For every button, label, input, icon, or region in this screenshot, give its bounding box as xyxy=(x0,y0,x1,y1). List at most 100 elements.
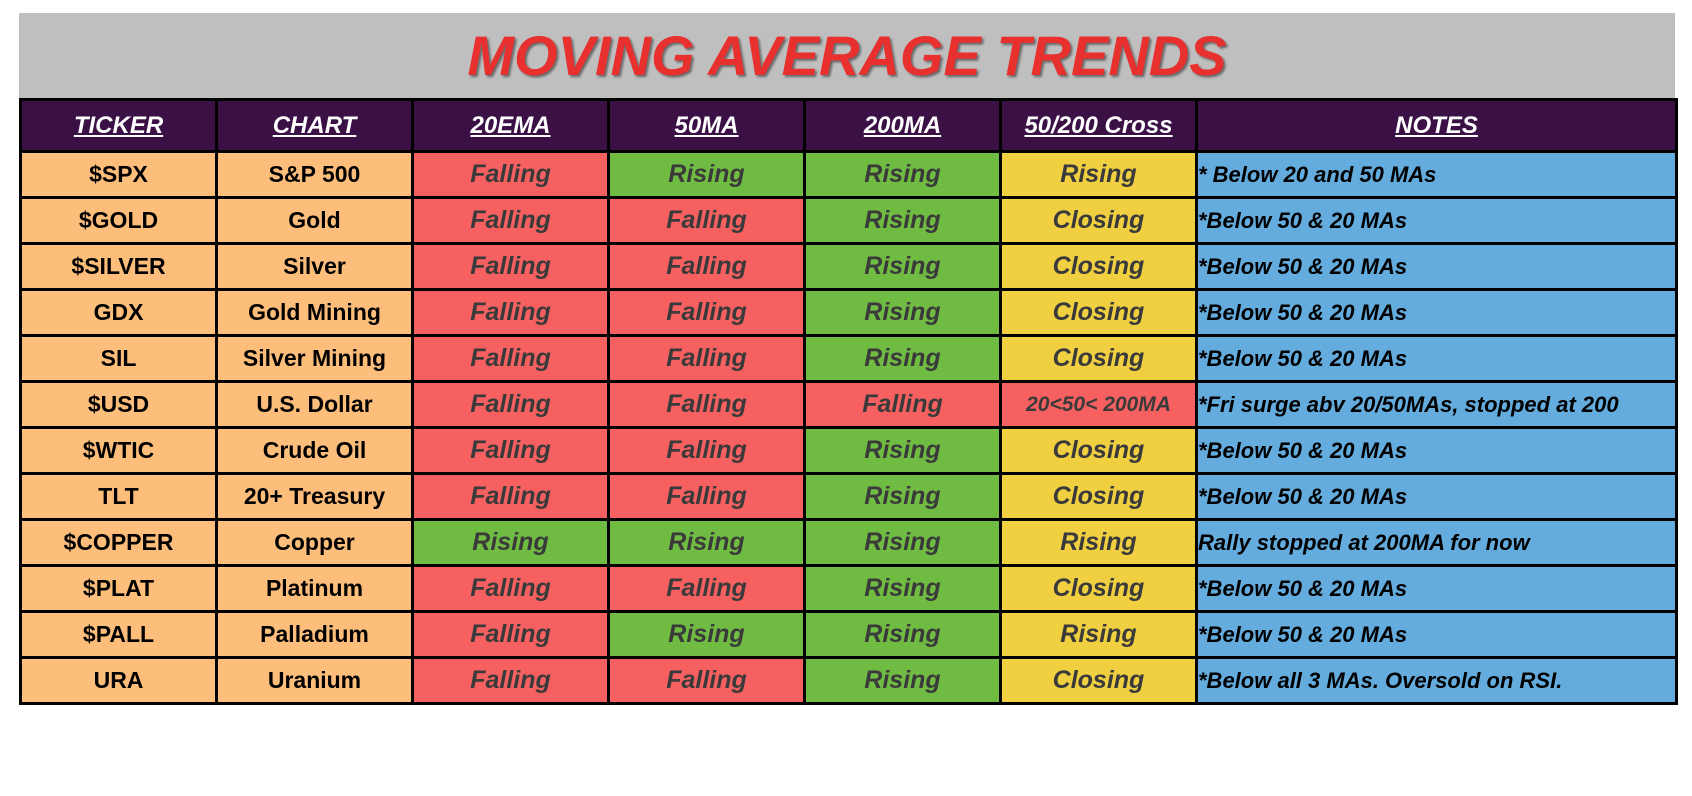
chart-name-cell: Silver Mining xyxy=(215,334,414,383)
note-cell: *Below 50 & 20 MAs xyxy=(1195,242,1678,291)
trend-status-cell: Falling xyxy=(607,196,806,245)
table-row: $SILVER Silver Falling Falling Rising Closing… xyxy=(19,242,1678,291)
ticker-cell: TLT xyxy=(19,472,218,521)
ticker-cell: $PLAT xyxy=(19,564,218,613)
trend-status-cell: Rising xyxy=(803,196,1002,245)
header-row: TICKER CHART 20EMA 50MA 200MA 50/200 Cross NOT… xyxy=(19,98,1678,153)
table-row: $GOLD Gold Falling Falling Rising Closing *Bel… xyxy=(19,196,1678,245)
trend-status-cell: Falling xyxy=(411,426,610,475)
title-bar: MOVING AVERAGE TRENDS xyxy=(19,13,1675,98)
trend-status-cell: Rising xyxy=(803,288,1002,337)
table-row: TLT 20+ Treasury Falling Falling Rising Closi… xyxy=(19,472,1678,521)
column-header: 200MA xyxy=(803,98,1002,153)
trend-status-cell: Falling xyxy=(411,564,610,613)
note-cell: *Fri surge abv 20/50MAs, stopped at 200 xyxy=(1195,380,1678,429)
table-row: $PLAT Platinum Falling Falling Rising Closing… xyxy=(19,564,1678,613)
trend-status-cell: Falling xyxy=(607,334,806,383)
trend-status-cell: Falling xyxy=(607,656,806,705)
trend-status-cell: Closing xyxy=(999,472,1198,521)
table-row: $PALL Palladium Falling Rising Rising Rising *… xyxy=(19,610,1678,659)
trend-status-cell: Rising xyxy=(803,426,1002,475)
trend-status-cell: Falling xyxy=(803,380,1002,429)
trend-status-cell: Rising xyxy=(607,610,806,659)
trend-status-cell: Falling xyxy=(607,242,806,291)
ticker-cell: $SILVER xyxy=(19,242,218,291)
trend-status-cell: Closing xyxy=(999,564,1198,613)
trend-status-cell: Rising xyxy=(607,518,806,567)
chart-name-cell: Uranium xyxy=(215,656,414,705)
chart-name-cell: Palladium xyxy=(215,610,414,659)
note-cell: *Below 50 & 20 MAs xyxy=(1195,288,1678,337)
trend-status-cell: Rising xyxy=(411,518,610,567)
trend-status-cell: Rising xyxy=(803,656,1002,705)
ticker-cell: $COPPER xyxy=(19,518,218,567)
trend-status-cell: Falling xyxy=(411,380,610,429)
ticker-cell: $WTIC xyxy=(19,426,218,475)
trend-status-cell: Falling xyxy=(411,288,610,337)
table-row: $USD U.S. Dollar Falling Falling Falling 20<5… xyxy=(19,380,1678,429)
note-cell: *Below 50 & 20 MAs xyxy=(1195,472,1678,521)
trend-status-cell: Rising xyxy=(803,242,1002,291)
note-cell: * Below 20 and 50 MAs xyxy=(1195,150,1678,199)
chart-name-cell: Crude Oil xyxy=(215,426,414,475)
column-header: 20EMA xyxy=(411,98,610,153)
note-cell: Rally stopped at 200MA for now xyxy=(1195,518,1678,567)
table-row: $COPPER Copper Rising Rising Rising Rising Ral… xyxy=(19,518,1678,567)
table-row: URA Uranium Falling Falling Rising Closing *Be… xyxy=(19,656,1678,705)
trend-status-cell: Falling xyxy=(607,288,806,337)
trend-status-cell: Rising xyxy=(999,518,1198,567)
chart-name-cell: Platinum xyxy=(215,564,414,613)
trend-status-cell: Rising xyxy=(803,334,1002,383)
column-header: NOTES xyxy=(1195,98,1678,153)
trend-status-cell: Falling xyxy=(411,472,610,521)
note-cell: *Below 50 & 20 MAs xyxy=(1195,426,1678,475)
trend-status-cell: 20<50< 200MA xyxy=(999,380,1198,429)
trend-status-cell: Closing xyxy=(999,242,1198,291)
table-row: GDX Gold Mining Falling Falling Rising Closin… xyxy=(19,288,1678,337)
trend-status-cell: Closing xyxy=(999,288,1198,337)
note-cell: *Below 50 & 20 MAs xyxy=(1195,610,1678,659)
note-cell: *Below 50 & 20 MAs xyxy=(1195,564,1678,613)
trend-status-cell: Rising xyxy=(803,150,1002,199)
trend-status-cell: Rising xyxy=(999,150,1198,199)
ticker-cell: URA xyxy=(19,656,218,705)
column-header: 50/200 Cross xyxy=(999,98,1198,153)
table-row: $WTIC Crude Oil Falling Falling Rising Closin… xyxy=(19,426,1678,475)
chart-name-cell: Gold Mining xyxy=(215,288,414,337)
trend-status-cell: Falling xyxy=(607,380,806,429)
trend-status-cell: Falling xyxy=(411,610,610,659)
trend-status-cell: Closing xyxy=(999,334,1198,383)
note-cell: *Below 50 & 20 MAs xyxy=(1195,334,1678,383)
chart-name-cell: Copper xyxy=(215,518,414,567)
trend-status-cell: Falling xyxy=(411,242,610,291)
ticker-cell: $GOLD xyxy=(19,196,218,245)
table-body: $SPX S&P 500 Falling Rising Rising Rising * Be… xyxy=(19,150,1678,705)
chart-name-cell: 20+ Treasury xyxy=(215,472,414,521)
table-row: SIL Silver Mining Falling Falling Rising Clos… xyxy=(19,334,1678,383)
trend-status-cell: Falling xyxy=(607,426,806,475)
ticker-cell: GDX xyxy=(19,288,218,337)
trend-status-cell: Falling xyxy=(411,334,610,383)
chart-name-cell: Silver xyxy=(215,242,414,291)
trend-status-cell: Rising xyxy=(803,472,1002,521)
ticker-cell: SIL xyxy=(19,334,218,383)
trend-status-cell: Falling xyxy=(411,196,610,245)
table-row: $SPX S&P 500 Falling Rising Rising Rising * Be… xyxy=(19,150,1678,199)
column-header: CHART xyxy=(215,98,414,153)
trend-status-cell: Rising xyxy=(999,610,1198,659)
trend-status-cell: Closing xyxy=(999,656,1198,705)
note-cell: *Below all 3 MAs. Oversold on RSI. xyxy=(1195,656,1678,705)
ticker-cell: $SPX xyxy=(19,150,218,199)
chart-name-cell: Gold xyxy=(215,196,414,245)
chart-name-cell: U.S. Dollar xyxy=(215,380,414,429)
trend-status-cell: Rising xyxy=(803,518,1002,567)
trend-status-cell: Rising xyxy=(607,150,806,199)
note-cell: *Below 50 & 20 MAs xyxy=(1195,196,1678,245)
trend-table: TICKER CHART 20EMA 50MA 200MA 50/200 Cross NOT… xyxy=(19,98,1678,705)
chart-name-cell: S&P 500 xyxy=(215,150,414,199)
trend-status-cell: Falling xyxy=(411,150,610,199)
trend-sheet: MOVING AVERAGE TRENDS TICKER CHART 20EMA 50… xyxy=(19,13,1678,705)
trend-status-cell: Falling xyxy=(411,656,610,705)
trend-status-cell: Rising xyxy=(803,564,1002,613)
column-header: 50MA xyxy=(607,98,806,153)
